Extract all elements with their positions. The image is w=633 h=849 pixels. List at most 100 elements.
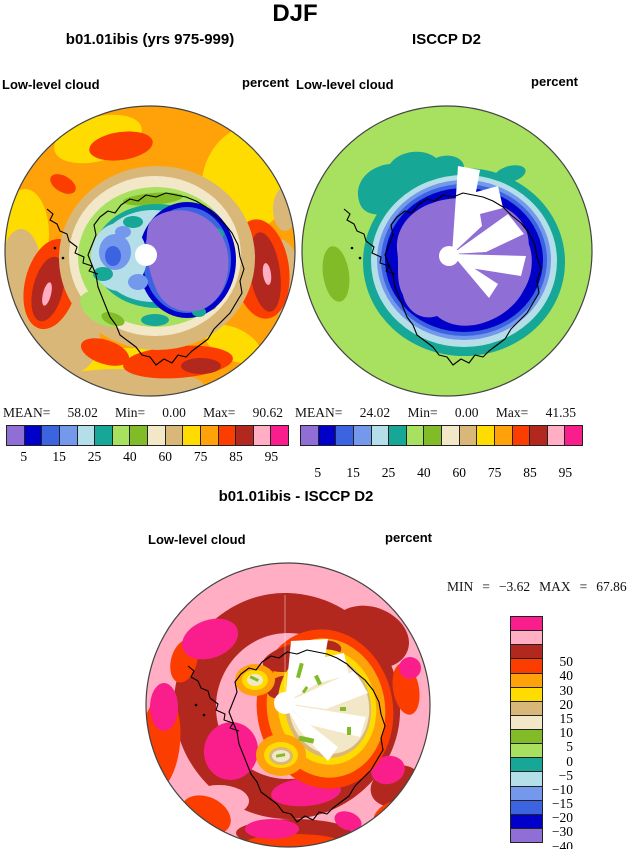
colorbar-tick-label: 5: [20, 449, 28, 464]
colorbar-cell: [218, 426, 237, 445]
colorbar-cell: [7, 426, 25, 445]
max-label: Max=: [203, 405, 236, 420]
colorbar-tick-label: 50: [559, 654, 574, 670]
colorbar-cell: [59, 426, 78, 445]
min-value: 0.00: [454, 405, 479, 420]
antarctica-coastline: [187, 649, 386, 823]
colorbar-tick-label: 60: [158, 449, 172, 464]
colorbar-cell: [511, 673, 542, 688]
colorbar-cell: [511, 659, 542, 674]
min-value: −3.62: [498, 579, 531, 594]
colorbar-cell: [406, 426, 425, 445]
colorbar-tick-label: −5: [558, 767, 573, 783]
colorbar-tick-label: 60: [452, 465, 466, 480]
max-value: 90.62: [252, 405, 283, 420]
colorbar-cell: [42, 426, 60, 445]
colorbar-cell: [236, 426, 254, 445]
model-panel-title: b01.01ibis (yrs 975-999): [65, 31, 235, 48]
diff-field-label: Low-level cloud: [148, 532, 246, 547]
diff-map-contours: [146, 563, 430, 847]
min-value: 0.00: [162, 405, 186, 420]
pole-hole: [135, 244, 157, 266]
colorbar-tick-label: −40: [551, 838, 573, 849]
equals-sign: =: [482, 579, 490, 594]
missing-data-wedges: [285, 639, 368, 761]
colorbar-cell: [477, 426, 495, 445]
obs-colorbar: [300, 425, 583, 446]
pole-hole: [274, 692, 296, 714]
colorbar-tick-label: 85: [523, 465, 537, 480]
colorbar-cell: [459, 426, 478, 445]
obs-colorbar-ticks: 5 15 25 40 60 75 85 95: [300, 465, 583, 481]
pole-hole: [439, 246, 459, 266]
colorbar-tick-label: 20: [559, 696, 574, 712]
model-colorbar: [6, 425, 289, 446]
colorbar-tick-label: 40: [559, 668, 574, 684]
colorbar-tick-label: 5: [566, 739, 573, 755]
colorbar-tick-label: 40: [417, 465, 431, 480]
colorbar-tick-label: −10: [551, 781, 573, 797]
colorbar-tick-label: 0: [566, 753, 573, 769]
diff-stats: MIN = −3.62 MAX = 67.86: [447, 578, 633, 596]
colorbar-cell: [511, 744, 542, 759]
equals-sign: =: [579, 579, 588, 594]
colorbar-cell: [271, 426, 288, 445]
max-value: 67.86: [596, 579, 627, 594]
model-field-label: Low-level cloud: [2, 77, 100, 92]
colorbar-cell: [130, 426, 148, 445]
model-map: [4, 105, 296, 397]
colorbar-cell: [511, 645, 542, 660]
colorbar-cell: [511, 687, 542, 702]
colorbar-cell: [253, 426, 272, 445]
figure-title: DJF: [272, 0, 318, 27]
diff-units-label: percent: [385, 530, 432, 545]
mean-value: 58.02: [67, 405, 98, 420]
mean-label: MEAN=: [295, 405, 343, 420]
colorbar-cell: [512, 426, 531, 445]
colorbar-cell: [148, 426, 166, 445]
colorbar-cell: [511, 701, 542, 716]
diff-colorbar: [510, 616, 543, 843]
colorbar-cell: [511, 828, 542, 842]
colorbar-cell: [511, 631, 542, 646]
colorbar-cell: [511, 730, 542, 745]
colorbar-tick-label: 95: [264, 449, 279, 464]
colorbar-cell: [547, 426, 566, 445]
colorbar-tick-label: 10: [559, 725, 574, 741]
obs-panel-title: ISCCP D2: [412, 31, 481, 48]
colorbar-tick-label: 5: [314, 465, 322, 480]
colorbar-tick-label: −20: [551, 810, 573, 826]
min-label: Min=: [115, 405, 146, 420]
colorbar-tick-label: 85: [229, 449, 243, 464]
colorbar-cell: [565, 426, 582, 445]
colorbar-cell: [24, 426, 43, 445]
diff-panel-title: b01.01ibis - ISCCP D2: [218, 488, 374, 505]
max-value: 41.35: [545, 405, 576, 420]
obs-stats: MEAN= 24.02 Min= 0.00 Max= 41.35: [295, 405, 576, 421]
colorbar-tick-label: 95: [558, 465, 573, 480]
colorbar-cell: [511, 772, 542, 787]
max-label: MAX: [539, 579, 571, 594]
colorbar-cell: [112, 426, 131, 445]
colorbar-cell: [318, 426, 337, 445]
colorbar-cell: [424, 426, 442, 445]
max-label: Max=: [495, 405, 529, 420]
colorbar-tick-label: 25: [87, 449, 102, 464]
colorbar-tick-label: 30: [559, 682, 574, 698]
colorbar-cell: [511, 758, 542, 773]
model-units-label: percent: [242, 75, 289, 90]
antarctica-coastline: [343, 192, 542, 366]
colorbar-cell: [511, 715, 542, 730]
colorbar-tick-label: 75: [487, 465, 502, 480]
colorbar-tick-label: 15: [52, 449, 66, 464]
mean-value: 24.02: [359, 405, 391, 420]
colorbar-tick-label: −15: [551, 796, 573, 812]
mean-label: MEAN=: [3, 405, 51, 420]
colorbar-cell: [353, 426, 372, 445]
min-label: Min=: [407, 405, 438, 420]
colorbar-cell: [95, 426, 113, 445]
colorbar-cell: [511, 617, 542, 632]
obs-map-contours: [302, 106, 592, 396]
